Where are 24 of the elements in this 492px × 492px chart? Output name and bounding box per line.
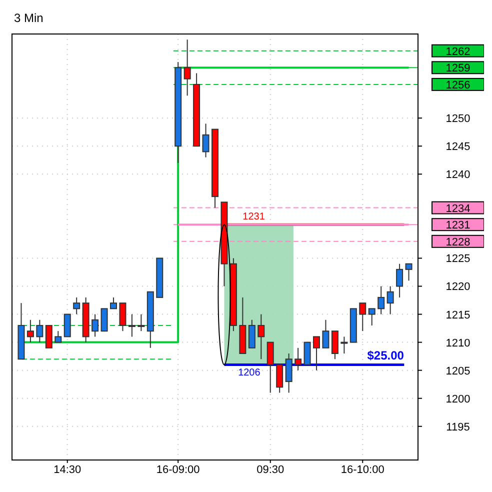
y-tick-label: 1210: [446, 337, 470, 350]
x-tick-label: 14:30: [54, 464, 82, 476]
y-tick-label: 1250: [446, 113, 470, 126]
ref-line-label: 1256: [446, 79, 470, 92]
y-tick-label: 1225: [446, 253, 470, 266]
ref-line-label: 1228: [446, 236, 470, 248]
ref-line-label: 1259: [446, 62, 470, 75]
y-tick-label: 1205: [446, 365, 470, 378]
y-tick-label: 1220: [446, 281, 470, 294]
x-tick-label: 16-09:00: [156, 464, 200, 476]
x-tick-label: 16-10:00: [340, 464, 384, 476]
annotation: 1206: [238, 368, 261, 379]
ref-line-label: 1231: [446, 220, 470, 232]
y-tick-label: 1200: [446, 393, 470, 406]
y-tick-label: 1240: [446, 169, 470, 182]
annotation: 1231: [242, 212, 266, 223]
ref-line-label: 1262: [446, 46, 470, 58]
chart-title: 3 Min: [14, 11, 44, 25]
y-tick-label: 1245: [446, 141, 470, 154]
y-tick-label: 1215: [446, 309, 470, 322]
annotation: $25.00: [367, 348, 404, 363]
y-tick-label: 1195: [446, 421, 470, 434]
ref-line-label: 1234: [446, 202, 470, 215]
x-tick-label: 09:30: [256, 464, 284, 476]
